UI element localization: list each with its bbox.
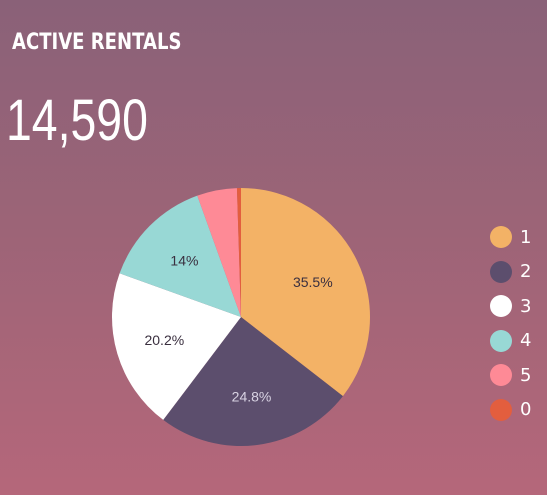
legend-swatch-3 — [490, 295, 512, 318]
legend-label-0: 0 — [520, 399, 532, 421]
pie-slice-5[interactable] — [197, 188, 241, 317]
slice-label-3: 20.2% — [144, 332, 184, 348]
legend-item-5[interactable]: 5 — [490, 358, 531, 393]
legend-item-3[interactable]: 3 — [490, 289, 531, 324]
slice-label-2: 24.8% — [232, 388, 272, 404]
legend-item-4[interactable]: 4 — [490, 324, 531, 359]
legend-label-2: 2 — [520, 261, 532, 283]
legend-item-2[interactable]: 2 — [490, 255, 531, 290]
pie-slice-4[interactable] — [119, 195, 241, 317]
pie-slice-0[interactable] — [236, 188, 241, 317]
legend-label-3: 3 — [520, 295, 532, 317]
slice-label-4: 14% — [170, 252, 198, 268]
legend-item-1[interactable]: 1 — [490, 220, 531, 255]
chart-legend: 1 2 3 4 5 0 — [490, 220, 531, 427]
pie-slice-2[interactable] — [163, 317, 343, 446]
card-title: ACTIVE RENTALS — [12, 30, 182, 55]
slice-label-1: 35.5% — [293, 274, 333, 290]
legend-swatch-4 — [490, 329, 512, 352]
pie-slice-1[interactable] — [241, 188, 370, 397]
legend-label-5: 5 — [520, 364, 532, 386]
legend-swatch-1 — [490, 226, 512, 249]
pie-slice-3[interactable] — [111, 273, 241, 420]
legend-swatch-0 — [490, 398, 512, 421]
legend-item-0[interactable]: 0 — [490, 393, 531, 428]
legend-swatch-2 — [490, 260, 512, 283]
legend-label-1: 1 — [520, 226, 532, 248]
legend-swatch-5 — [490, 364, 512, 387]
active-rentals-value: 14,590 — [6, 88, 148, 153]
legend-label-4: 4 — [520, 330, 532, 352]
